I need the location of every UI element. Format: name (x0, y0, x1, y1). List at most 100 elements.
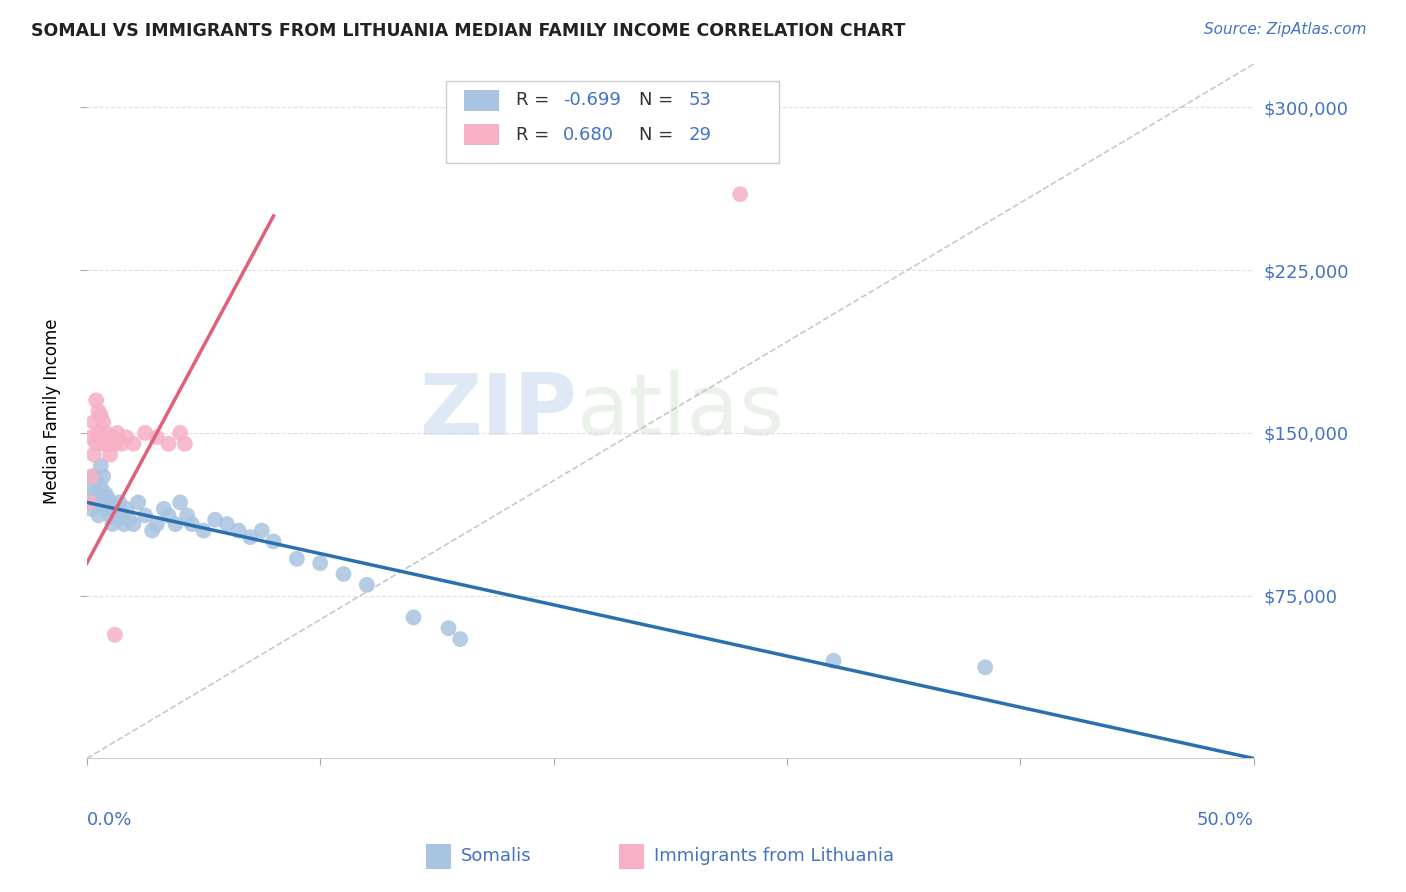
Point (173, 437, 195, 451)
Point (974, 660, 997, 674)
Point (101, 430, 124, 444)
Bar (619, 844, 644, 869)
Point (115, 430, 138, 444)
Point (169, 495, 191, 509)
Point (80, 480, 103, 494)
Point (146, 430, 169, 444)
Point (83, 486, 105, 500)
Point (169, 425, 191, 440)
Point (104, 437, 127, 451)
Point (84, 495, 107, 509)
Point (250, 524, 273, 538)
Text: 29: 29 (689, 126, 711, 144)
Point (823, 654, 845, 668)
Point (94, 486, 117, 500)
Point (84, 474, 107, 488)
Text: SOMALI VS IMMIGRANTS FROM LITHUANIA MEDIAN FAMILY INCOME CORRELATION CHART: SOMALI VS IMMIGRANTS FROM LITHUANIA MEDI… (31, 22, 905, 40)
Point (94, 502, 117, 516)
Y-axis label: Median Family Income: Median Family Income (44, 318, 60, 504)
Point (97, 491, 120, 505)
Point (127, 495, 149, 509)
Point (215, 517, 238, 532)
Point (153, 502, 176, 516)
Point (91, 495, 114, 509)
Point (104, 502, 127, 516)
Point (77, 495, 100, 509)
Text: Source: ZipAtlas.com: Source: ZipAtlas.com (1204, 22, 1367, 37)
Point (90, 430, 112, 444)
Point (118, 513, 141, 527)
Point (101, 517, 124, 532)
Text: N =: N = (638, 91, 679, 109)
Point (263, 534, 285, 549)
Text: 0.680: 0.680 (562, 126, 614, 144)
Bar (464, 125, 499, 145)
Point (728, 187, 751, 202)
Point (80, 430, 103, 444)
Point (90, 458, 112, 473)
Point (90, 409, 112, 423)
Text: 50.0%: 50.0% (1197, 811, 1254, 829)
Point (90, 480, 112, 494)
Point (204, 513, 226, 527)
Point (157, 437, 180, 451)
Point (91, 437, 114, 451)
Point (77, 495, 100, 509)
Point (80, 469, 103, 483)
Point (165, 517, 187, 532)
Point (176, 508, 198, 523)
Point (87, 491, 110, 505)
Point (141, 524, 163, 538)
Point (134, 425, 156, 440)
Point (97, 437, 120, 451)
Point (104, 628, 127, 642)
Text: R =: R = (516, 91, 555, 109)
Point (402, 610, 425, 624)
Point (83, 415, 105, 429)
Point (87, 425, 110, 440)
Text: 53: 53 (689, 91, 711, 109)
Point (309, 556, 332, 570)
Point (98, 495, 121, 509)
Point (105, 425, 128, 440)
Text: ZIP: ZIP (419, 370, 576, 453)
Point (87, 404, 110, 418)
Point (94, 425, 117, 440)
Point (87, 508, 110, 523)
Point (332, 566, 354, 581)
Point (112, 517, 135, 532)
Point (91, 415, 114, 429)
Bar (426, 844, 451, 869)
Point (98, 448, 121, 462)
Point (83, 469, 105, 483)
Point (108, 495, 131, 509)
Point (437, 621, 460, 635)
Point (146, 517, 169, 532)
Point (157, 508, 180, 523)
FancyBboxPatch shape (446, 81, 779, 163)
Point (91, 469, 114, 483)
Point (180, 517, 202, 532)
Text: N =: N = (638, 126, 679, 144)
Point (111, 508, 134, 523)
Point (111, 437, 134, 451)
Point (239, 530, 262, 544)
Point (356, 578, 378, 592)
Point (193, 524, 215, 538)
Point (84, 393, 107, 408)
Bar (464, 90, 499, 111)
Point (134, 508, 156, 523)
Point (98, 508, 121, 523)
Point (84, 437, 107, 451)
Point (449, 632, 471, 646)
Text: -0.699: -0.699 (562, 91, 620, 109)
Point (83, 448, 105, 462)
Point (122, 517, 145, 532)
Point (80, 502, 103, 516)
Text: R =: R = (516, 126, 561, 144)
Point (122, 437, 145, 451)
Point (228, 524, 250, 538)
Text: atlas: atlas (576, 370, 785, 453)
Point (285, 551, 308, 566)
Point (115, 502, 138, 516)
